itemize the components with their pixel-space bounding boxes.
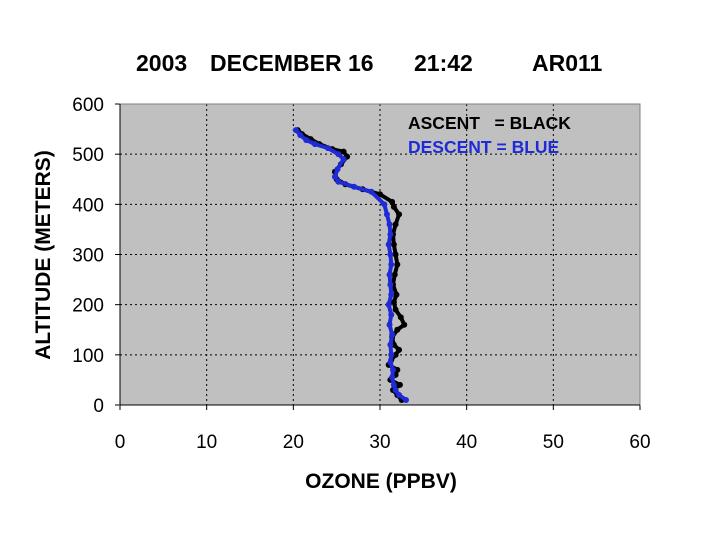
x-tick-label: 0 bbox=[115, 432, 126, 453]
descent-point bbox=[390, 366, 396, 373]
descent-point bbox=[392, 386, 399, 393]
title-date: DECEMBER 16 bbox=[210, 50, 374, 76]
y-tick-label: 600 bbox=[72, 95, 104, 116]
ascent-point bbox=[391, 271, 398, 278]
descent-point bbox=[387, 359, 394, 366]
descent-point bbox=[312, 141, 318, 148]
descent-point bbox=[297, 132, 304, 139]
descent-point bbox=[303, 137, 310, 144]
descent-point bbox=[368, 188, 375, 195]
descent-point bbox=[383, 211, 390, 218]
x-tick-label: 10 bbox=[196, 432, 217, 453]
descent-point bbox=[335, 178, 342, 185]
y-tick-label: 300 bbox=[72, 246, 104, 267]
descent-point bbox=[351, 183, 357, 190]
ascent-point bbox=[396, 346, 403, 353]
y-tick-label: 400 bbox=[72, 195, 104, 216]
x-tick-label: 30 bbox=[369, 432, 390, 453]
x-tick-label: 50 bbox=[543, 432, 564, 453]
ascent-point bbox=[392, 251, 399, 258]
x-tick-label: 20 bbox=[283, 432, 304, 453]
y-tick-label: 100 bbox=[72, 346, 104, 367]
ascent-point bbox=[390, 241, 397, 248]
ascent-point bbox=[392, 351, 399, 358]
ascent-point bbox=[389, 198, 396, 205]
descent-point bbox=[389, 331, 396, 338]
descent-point bbox=[387, 341, 394, 348]
descent-point bbox=[386, 221, 393, 228]
descent-point bbox=[403, 396, 409, 403]
descent-point bbox=[388, 351, 395, 358]
descent-point bbox=[385, 301, 392, 308]
y-tick-label: 0 bbox=[93, 396, 104, 417]
grid-lines bbox=[120, 104, 640, 405]
descent-point bbox=[386, 321, 393, 328]
descent-point bbox=[325, 145, 331, 152]
y-tick-label: 500 bbox=[72, 145, 104, 166]
chart-title: 2003 DECEMBER 16 21:42 AR011 bbox=[0, 50, 720, 82]
descent-point bbox=[387, 251, 394, 258]
descent-point bbox=[388, 311, 395, 318]
ascent-point bbox=[390, 299, 397, 306]
ascent-point bbox=[393, 291, 400, 298]
title-time: 21:42 bbox=[414, 50, 473, 76]
descent-point bbox=[334, 166, 341, 173]
descent-point bbox=[335, 151, 342, 158]
descent-point bbox=[386, 271, 393, 278]
legend-ascent: ASCENT = BLACK bbox=[408, 113, 571, 133]
ascent-point bbox=[396, 381, 403, 388]
descent-point bbox=[331, 173, 338, 180]
descent-point bbox=[390, 381, 397, 388]
title-station: AR011 bbox=[532, 50, 603, 76]
legend-descent: DESCENT = BLUE bbox=[408, 137, 559, 157]
axes bbox=[115, 103, 641, 410]
x-tick-label: 40 bbox=[456, 432, 477, 453]
x-tick-label: 60 bbox=[629, 432, 650, 453]
descent-point bbox=[387, 231, 394, 238]
y-axis-label: ALTITUDE (METERS) bbox=[32, 150, 55, 360]
y-tick-label: 200 bbox=[72, 296, 104, 317]
ascent-point bbox=[394, 261, 401, 268]
descent-point bbox=[340, 156, 347, 163]
ascent-point bbox=[397, 314, 404, 321]
descent-point bbox=[387, 281, 394, 288]
descent-point bbox=[388, 291, 395, 298]
ascent-point bbox=[340, 148, 347, 155]
ascent-point bbox=[394, 366, 401, 373]
ascent-point bbox=[390, 203, 397, 210]
descent-point bbox=[389, 374, 396, 381]
descent-point bbox=[385, 241, 392, 248]
ascent-point bbox=[377, 191, 383, 198]
descent-point bbox=[381, 201, 388, 208]
ascent-point bbox=[392, 221, 399, 228]
x-axis-label: OZONE (PPBV) bbox=[305, 470, 457, 493]
descent-point bbox=[396, 391, 403, 398]
descent-point bbox=[292, 127, 299, 134]
title-year: 2003 bbox=[136, 50, 188, 76]
ascent-point bbox=[396, 211, 403, 218]
ascent-point bbox=[401, 321, 408, 328]
ascent-point bbox=[392, 306, 399, 313]
series-descent bbox=[292, 127, 409, 403]
descent-point bbox=[388, 261, 395, 268]
ascent-point bbox=[394, 326, 401, 333]
